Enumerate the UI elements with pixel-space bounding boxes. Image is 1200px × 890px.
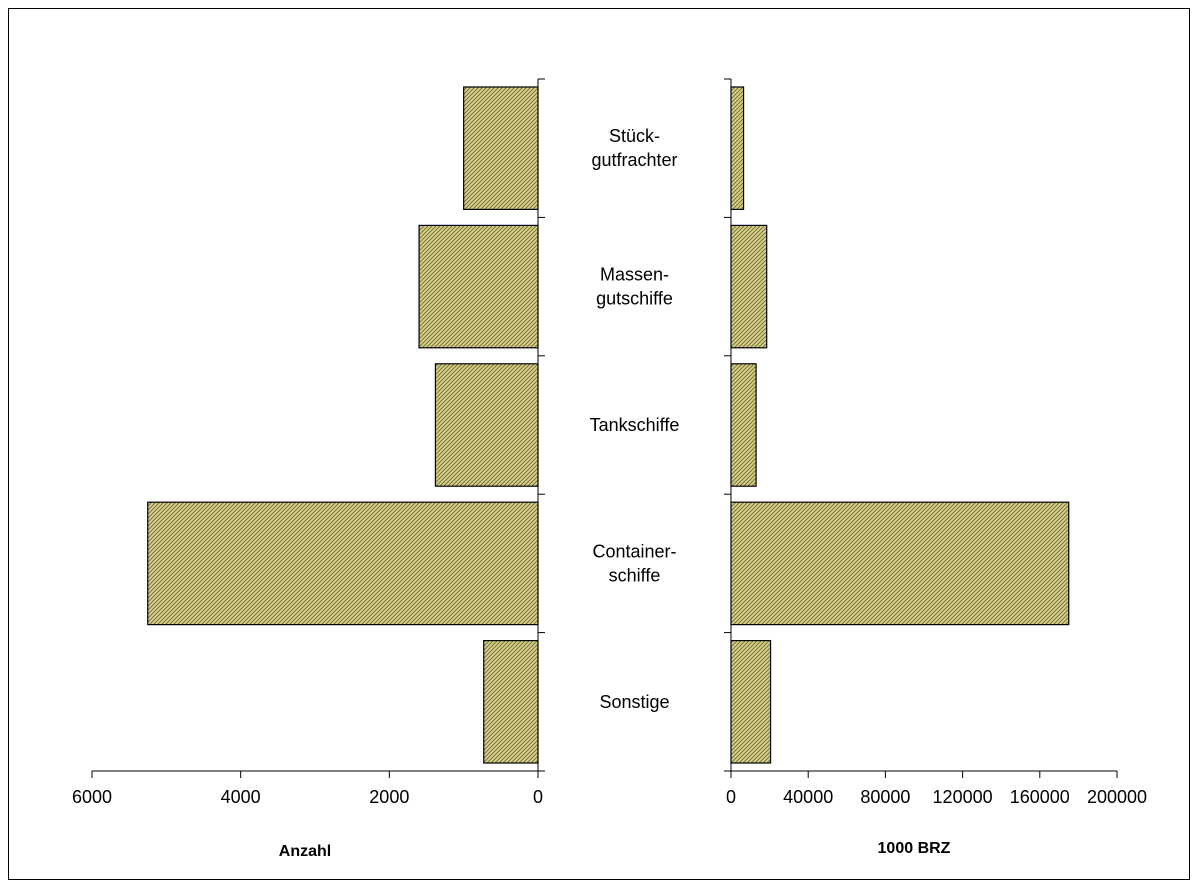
right-bar — [730, 224, 768, 349]
right-bars — [730, 86, 1070, 764]
category-labels: Stück-gutfrachter Massen-gutschiffe Tanksc… — [590, 126, 680, 712]
left-tick-label: 4000 — [221, 787, 261, 807]
left-bar — [147, 501, 539, 626]
right-bar — [730, 639, 772, 764]
left-bars — [147, 86, 539, 764]
right-tick-label: 120000 — [933, 787, 993, 807]
left-bar — [434, 363, 539, 487]
right-tick-label: 0 — [726, 787, 736, 807]
right-bar — [730, 363, 757, 487]
category-label: Sonstige — [599, 692, 669, 712]
right-tick-label: 160000 — [1010, 787, 1070, 807]
right-tick-label: 80000 — [860, 787, 910, 807]
category-label: gutschiffe — [596, 289, 673, 309]
left-axis-title: Anzahl — [279, 843, 331, 860]
category-label: Tankschiffe — [590, 415, 680, 435]
left-bar — [483, 639, 539, 764]
left-bar — [418, 224, 539, 349]
chart-frame: 6000 4000 2000 0 0 40000 80000 120000 160000 200… — [8, 8, 1190, 880]
right-tick-label: 40000 — [783, 787, 833, 807]
category-label: schiffe — [609, 565, 661, 585]
right-bar — [730, 501, 1070, 626]
category-label: gutfrachter — [591, 150, 677, 170]
right-bar — [730, 86, 745, 211]
butterfly-bar-chart: 6000 4000 2000 0 0 40000 80000 120000 160000 200… — [72, 78, 1147, 860]
category-label: Container- — [592, 541, 676, 561]
category-label: Stück- — [609, 126, 660, 146]
left-tick-label: 6000 — [72, 787, 112, 807]
left-tick-label: 0 — [533, 787, 543, 807]
left-bar — [463, 86, 539, 211]
right-value-axis: 0 40000 80000 120000 160000 200000 — [724, 78, 1147, 807]
left-tick-label: 2000 — [369, 787, 409, 807]
category-label: Massen- — [600, 265, 669, 285]
right-tick-label: 200000 — [1087, 787, 1147, 807]
right-axis-title: 1000 BRZ — [878, 840, 951, 857]
